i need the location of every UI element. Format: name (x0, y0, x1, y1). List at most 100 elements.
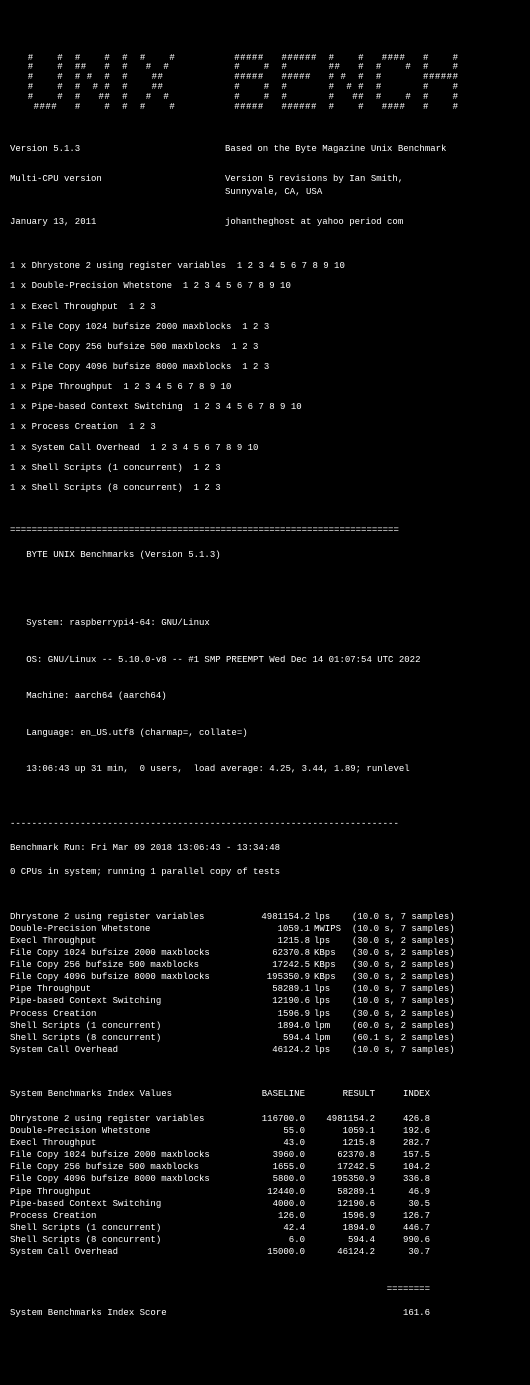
index-row: System Call Overhead15000.046124.230.7 (10, 1246, 520, 1258)
index-header-index: INDEX (375, 1088, 430, 1100)
score-separator: ======== (375, 1283, 430, 1295)
index-row: File Copy 1024 bufsize 2000 maxblocks396… (10, 1149, 520, 1161)
index-result: 1596.9 (305, 1210, 375, 1222)
result-row: Pipe Throughput58289.1lps(10.0 s, 7 samp… (10, 983, 520, 995)
result-row: File Copy 1024 bufsize 2000 maxblocks623… (10, 947, 520, 959)
index-row: File Copy 256 bufsize 500 maxblocks1655.… (10, 1161, 520, 1173)
index-header-title: System Benchmarks Index Values (10, 1088, 240, 1100)
result-detail: (10.0 s, 7 samples) (348, 983, 520, 995)
result-unit: lps (310, 935, 348, 947)
result-row: System Call Overhead46124.2lps(10.0 s, 7… (10, 1044, 520, 1056)
progress-line: 1 x Dhrystone 2 using register variables… (10, 260, 520, 272)
index-result: 17242.5 (305, 1161, 375, 1173)
index-row: Shell Scripts (1 concurrent)42.41894.044… (10, 1222, 520, 1234)
index-block: Dhrystone 2 using register variables1167… (10, 1113, 520, 1259)
progress-line: 1 x Process Creation 1 2 3 (10, 421, 520, 433)
index-value: 126.7 (375, 1210, 430, 1222)
result-detail: (30.0 s, 2 samples) (348, 947, 520, 959)
result-name: Process Creation (10, 1008, 240, 1020)
index-name: Double-Precision Whetstone (10, 1125, 240, 1137)
result-row: Pipe-based Context Switching12190.6lps(1… (10, 995, 520, 1007)
index-header-result: RESULT (305, 1088, 375, 1100)
score-label: System Benchmarks Index Score (10, 1307, 240, 1319)
email-label: johantheghost at yahoo period com (225, 216, 520, 228)
index-baseline: 4000.0 (240, 1198, 305, 1210)
index-value: 426.8 (375, 1113, 430, 1125)
index-value: 157.5 (375, 1149, 430, 1161)
result-row: Shell Scripts (1 concurrent)1894.0lpm(60… (10, 1020, 520, 1032)
index-name: Process Creation (10, 1210, 240, 1222)
result-detail: (30.0 s, 2 samples) (348, 1008, 520, 1020)
index-value: 46.9 (375, 1186, 430, 1198)
index-baseline: 12440.0 (240, 1186, 305, 1198)
multi-cpu-label: Multi-CPU version (10, 173, 225, 197)
benchmark-run-line: Benchmark Run: Fri Mar 09 2018 13:06:43 … (10, 842, 520, 854)
version-label: Version 5.1.3 (10, 143, 225, 155)
index-row: Double-Precision Whetstone55.01059.1192.… (10, 1125, 520, 1137)
index-baseline: 1655.0 (240, 1161, 305, 1173)
index-baseline: 6.0 (240, 1234, 305, 1246)
result-name: Double-Precision Whetstone (10, 923, 240, 935)
progress-line: 1 x Shell Scripts (8 concurrent) 1 2 3 (10, 482, 520, 494)
index-value: 282.7 (375, 1137, 430, 1149)
result-unit: lps (310, 911, 348, 923)
system-line: System: raspberrypi4-64: GNU/Linux (10, 617, 520, 629)
result-name: Pipe-based Context Switching (10, 995, 240, 1007)
result-name: Dhrystone 2 using register variables (10, 911, 240, 923)
result-value: 1215.8 (240, 935, 310, 947)
result-value: 17242.5 (240, 959, 310, 971)
result-unit: MWIPS (310, 923, 348, 935)
result-row: Execl Throughput1215.8lps(30.0 s, 2 samp… (10, 935, 520, 947)
index-name: Pipe-based Context Switching (10, 1198, 240, 1210)
result-value: 195350.9 (240, 971, 310, 983)
progress-line: 1 x Execl Throughput 1 2 3 (10, 301, 520, 313)
index-baseline: 126.0 (240, 1210, 305, 1222)
result-detail: (10.0 s, 7 samples) (348, 923, 520, 935)
result-detail: (30.0 s, 2 samples) (348, 959, 520, 971)
index-row: File Copy 4096 bufsize 8000 maxblocks580… (10, 1173, 520, 1185)
index-baseline: 3960.0 (240, 1149, 305, 1161)
progress-line: 1 x File Copy 1024 bufsize 2000 maxblock… (10, 321, 520, 333)
ascii-banner: # # # # # # # ##### ###### # # #### # # … (10, 54, 520, 113)
result-value: 594.4 (240, 1032, 310, 1044)
result-unit: KBps (310, 947, 348, 959)
index-row: Dhrystone 2 using register variables1167… (10, 1113, 520, 1125)
result-name: System Call Overhead (10, 1044, 240, 1056)
result-name: File Copy 256 bufsize 500 maxblocks (10, 959, 240, 971)
result-name: Pipe Throughput (10, 983, 240, 995)
index-value: 446.7 (375, 1222, 430, 1234)
index-name: Dhrystone 2 using register variables (10, 1113, 240, 1125)
result-value: 12190.6 (240, 995, 310, 1007)
index-value: 336.8 (375, 1173, 430, 1185)
result-value: 62370.8 (240, 947, 310, 959)
index-name: Shell Scripts (1 concurrent) (10, 1222, 240, 1234)
index-result: 58289.1 (305, 1186, 375, 1198)
results-block: Dhrystone 2 using register variables4981… (10, 911, 520, 1057)
progress-line: 1 x Shell Scripts (1 concurrent) 1 2 3 (10, 462, 520, 474)
index-result: 1215.8 (305, 1137, 375, 1149)
os-line: OS: GNU/Linux -- 5.10.0-v8 -- #1 SMP PRE… (10, 654, 520, 666)
result-name: File Copy 4096 bufsize 8000 maxblocks (10, 971, 240, 983)
index-name: File Copy 4096 bufsize 8000 maxblocks (10, 1173, 240, 1185)
result-row: File Copy 256 bufsize 500 maxblocks17242… (10, 959, 520, 971)
index-result: 4981154.2 (305, 1113, 375, 1125)
result-value: 1894.0 (240, 1020, 310, 1032)
result-unit: lpm (310, 1032, 348, 1044)
score-value: 161.6 (375, 1307, 430, 1319)
revisions-label: Version 5 revisions by Ian Smith, Sunnyv… (225, 173, 520, 197)
benchmarks-title: BYTE UNIX Benchmarks (Version 5.1.3) (10, 549, 520, 561)
index-baseline: 42.4 (240, 1222, 305, 1234)
progress-line: 1 x Double-Precision Whetstone 1 2 3 4 5… (10, 280, 520, 292)
index-name: File Copy 256 bufsize 500 maxblocks (10, 1161, 240, 1173)
progress-line: 1 x Pipe Throughput 1 2 3 4 5 6 7 8 9 10 (10, 381, 520, 393)
index-baseline: 15000.0 (240, 1246, 305, 1258)
index-value: 104.2 (375, 1161, 430, 1173)
language-line: Language: en_US.utf8 (charmap=, collate=… (10, 727, 520, 739)
index-value: 990.6 (375, 1234, 430, 1246)
index-result: 1059.1 (305, 1125, 375, 1137)
index-value: 30.5 (375, 1198, 430, 1210)
index-baseline: 43.0 (240, 1137, 305, 1149)
index-name: Execl Throughput (10, 1137, 240, 1149)
index-value: 30.7 (375, 1246, 430, 1258)
result-detail: (60.1 s, 2 samples) (348, 1032, 520, 1044)
